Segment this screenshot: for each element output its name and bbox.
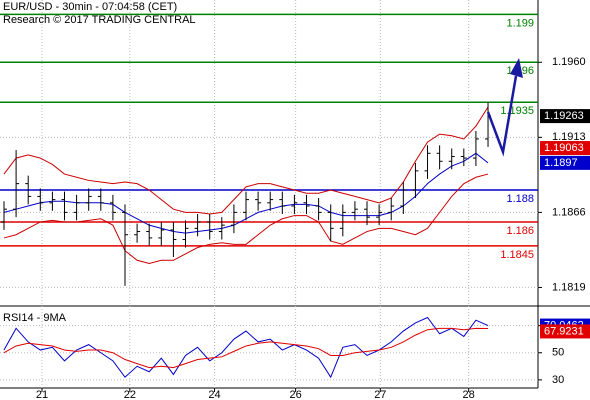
rsi-line xyxy=(3,327,489,369)
chart-title: EUR/USD - 30min - 07:04:58 (CET) xyxy=(3,1,177,13)
ma-value-box xyxy=(540,155,590,170)
price-marker-box xyxy=(540,141,590,156)
x-tick-label: 21 xyxy=(36,389,48,400)
rsi-value-label: 67.9231 xyxy=(544,325,584,337)
level-label: 1.188 xyxy=(506,193,534,205)
level-label: 1.1845 xyxy=(500,249,534,261)
last-price-box xyxy=(540,109,590,124)
arrow-head xyxy=(510,58,523,78)
x-tick-label: 24 xyxy=(208,389,220,400)
y-tick-label: 1.1819 xyxy=(552,281,586,293)
x-tick-label: 22 xyxy=(124,389,136,400)
rsi-value-box xyxy=(540,324,590,339)
x-tick-label: 26 xyxy=(289,389,301,400)
chart-subtitle: Research © 2017 TRADING CENTRAL xyxy=(3,14,196,26)
indicator-line xyxy=(3,106,489,215)
rsi-line xyxy=(3,316,489,379)
y-tick-label: 1.1866 xyxy=(552,206,586,218)
y-tick-label: 1.1960 xyxy=(552,56,586,68)
last-price-label: 1.19263 xyxy=(544,110,584,122)
price-marker-label: 1.19063 xyxy=(544,142,584,154)
level-label: 1.199 xyxy=(506,17,534,29)
ma-value-label: 1.1897 xyxy=(544,157,578,169)
y-tick-label: 50 xyxy=(552,347,564,359)
level-label: 1.186 xyxy=(506,225,534,237)
x-tick-label: 28 xyxy=(463,389,475,400)
y-tick-label: 30 xyxy=(552,374,564,386)
level-label: 1.1935 xyxy=(500,105,534,117)
rsi-title: RSI14 - 9MA xyxy=(3,312,67,324)
projection-arrow xyxy=(486,75,518,157)
indicator-line xyxy=(3,173,489,264)
x-tick-label: 27 xyxy=(374,389,386,400)
y-tick-label: 1.1913 xyxy=(552,131,586,143)
